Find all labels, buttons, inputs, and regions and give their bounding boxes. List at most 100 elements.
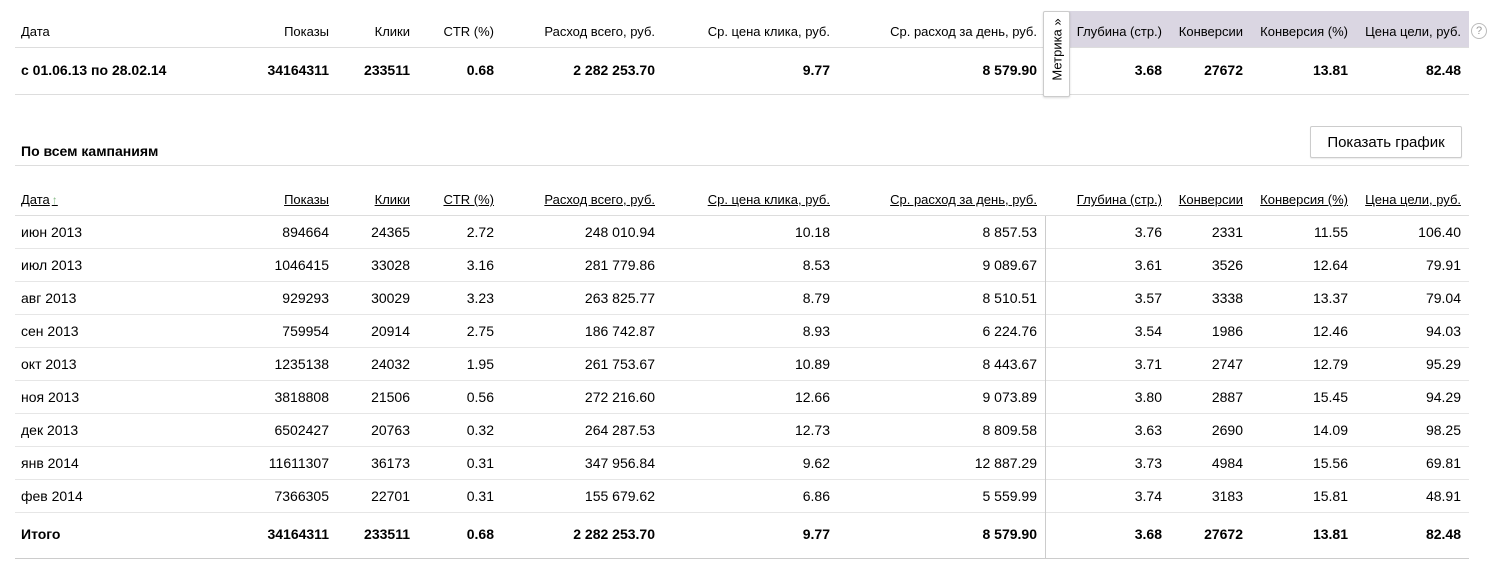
total-impressions: 34164311	[267, 526, 329, 542]
summary-header-depth: Глубина (стр.)	[1076, 24, 1162, 39]
row-1-spend-total: 281 779.86	[584, 257, 655, 273]
column-header-goal-price[interactable]: Цена цели, руб.	[1365, 192, 1461, 207]
column-header-avg-daily-spend[interactable]: Ср. расход за день, руб.	[890, 192, 1037, 207]
row-4-spend-total: 261 753.67	[584, 356, 655, 372]
total-avg-daily-spend: 8 579.90	[982, 526, 1038, 542]
summary-cell-ctr: 0.68	[466, 62, 494, 78]
row-2-goal-price: 79.04	[1425, 290, 1461, 306]
row-0-clicks: 24365	[371, 224, 410, 240]
summary-header-ctr: CTR (%)	[443, 24, 494, 39]
column-header-spend-total[interactable]: Расход всего, руб.	[544, 192, 655, 207]
column-header-date-label: Дата	[21, 192, 50, 207]
column-header-avg-click-price[interactable]: Ср. цена клика, руб.	[707, 192, 830, 207]
row-3-clicks: 20914	[371, 323, 410, 339]
row-3-date: сен 2013	[21, 323, 79, 339]
row-2-avg-click-price: 8.79	[802, 290, 830, 306]
total-clicks: 233511	[364, 526, 410, 542]
row-2-conversions: 3338	[1211, 290, 1243, 306]
help-icon[interactable]: ?	[1471, 23, 1487, 39]
summary-header-avg-daily-spend: Ср. расход за день, руб.	[890, 24, 1037, 39]
row-divider	[15, 248, 1469, 249]
row-7-goal-price: 69.81	[1425, 455, 1461, 471]
row-8-goal-price: 48.91	[1425, 488, 1461, 504]
row-5-conversions: 2887	[1211, 389, 1243, 405]
row-7-ctr: 0.31	[466, 455, 494, 471]
summary-cell-spend-total: 2 282 253.70	[573, 62, 655, 78]
row-2-avg-daily-spend: 8 510.51	[982, 290, 1038, 306]
column-header-date[interactable]: Дата ↑	[21, 192, 58, 207]
row-8-impressions: 7366305	[274, 488, 329, 504]
column-header-impressions[interactable]: Показы	[284, 192, 329, 207]
row-6-conversions: 2690	[1211, 422, 1243, 438]
row-divider	[15, 413, 1469, 414]
summary-cell-depth: 3.68	[1134, 62, 1162, 78]
metrika-tab[interactable]: Метрика »	[1043, 11, 1070, 97]
summary-cell-avg-daily-spend: 8 579.90	[982, 62, 1038, 78]
row-6-avg-click-price: 12.73	[794, 422, 830, 438]
row-1-date: июл 2013	[21, 257, 83, 273]
total-depth: 3.68	[1134, 526, 1162, 542]
row-3-conversion-rate: 12.46	[1312, 323, 1348, 339]
row-0-date: июн 2013	[21, 224, 83, 240]
summary-cell-clicks: 233511	[364, 62, 410, 78]
row-6-ctr: 0.32	[466, 422, 494, 438]
summary-header-spend-total: Расход всего, руб.	[544, 24, 655, 39]
summary-cell-conversion-rate: 13.81	[1312, 62, 1348, 78]
metrika-column-separator	[1045, 216, 1046, 558]
summary-header-avg-click-price: Ср. цена клика, руб.	[707, 24, 830, 39]
summary-header-conversion-rate: Конверсия (%)	[1260, 24, 1348, 39]
total-ctr: 0.68	[466, 526, 494, 542]
row-1-impressions: 1046415	[274, 257, 329, 273]
summary-header-divider	[15, 47, 1469, 48]
row-3-spend-total: 186 742.87	[584, 323, 655, 339]
column-header-depth[interactable]: Глубина (стр.)	[1076, 192, 1162, 207]
row-0-avg-daily-spend: 8 857.53	[982, 224, 1038, 240]
metrika-tab-label: Метрика »	[1049, 18, 1065, 81]
row-4-goal-price: 95.29	[1425, 356, 1461, 372]
row-6-impressions: 6502427	[274, 422, 329, 438]
column-header-conversion-rate[interactable]: Конверсия (%)	[1260, 192, 1348, 207]
row-1-goal-price: 79.91	[1425, 257, 1461, 273]
show-chart-button[interactable]: Показать график	[1310, 126, 1462, 158]
row-1-avg-daily-spend: 9 089.67	[982, 257, 1038, 273]
row-7-clicks: 36173	[371, 455, 410, 471]
column-header-conversions[interactable]: Конверсии	[1178, 192, 1243, 207]
summary-header-date: Дата	[21, 24, 50, 39]
row-5-avg-daily-spend: 9 073.89	[982, 389, 1038, 405]
table-header-divider	[15, 215, 1469, 216]
row-3-conversions: 1986	[1211, 323, 1243, 339]
row-1-conversions: 3526	[1211, 257, 1243, 273]
table-bottom-divider	[15, 558, 1469, 559]
row-8-avg-click-price: 6.86	[802, 488, 830, 504]
row-8-clicks: 22701	[371, 488, 410, 504]
row-8-depth: 3.74	[1134, 488, 1162, 504]
row-1-clicks: 33028	[371, 257, 410, 273]
summary-cell-conversions: 27672	[1204, 62, 1243, 78]
row-divider	[15, 281, 1469, 282]
row-0-impressions: 894664	[282, 224, 329, 240]
row-4-date: окт 2013	[21, 356, 77, 372]
column-header-clicks[interactable]: Клики	[374, 192, 410, 207]
row-divider	[15, 314, 1469, 315]
total-goal-price: 82.48	[1425, 526, 1461, 542]
row-5-impressions: 3818808	[274, 389, 329, 405]
row-0-avg-click-price: 10.18	[794, 224, 830, 240]
row-0-conversions: 2331	[1211, 224, 1243, 240]
row-5-depth: 3.80	[1134, 389, 1162, 405]
row-4-conversion-rate: 12.79	[1312, 356, 1348, 372]
row-0-ctr: 2.72	[466, 224, 494, 240]
row-6-spend-total: 264 287.53	[584, 422, 655, 438]
row-8-conversions: 3183	[1211, 488, 1243, 504]
row-8-date: фев 2014	[21, 488, 83, 504]
row-5-date: ноя 2013	[21, 389, 80, 405]
row-0-goal-price: 106.40	[1418, 224, 1461, 240]
row-2-spend-total: 263 825.77	[584, 290, 655, 306]
summary-header-goal-price: Цена цели, руб.	[1365, 24, 1461, 39]
row-4-depth: 3.71	[1134, 356, 1162, 372]
row-4-ctr: 1.95	[466, 356, 494, 372]
row-4-avg-click-price: 10.89	[794, 356, 830, 372]
row-3-ctr: 2.75	[466, 323, 494, 339]
total-date: Итого	[21, 526, 61, 542]
column-header-ctr[interactable]: CTR (%)	[443, 192, 494, 207]
total-spend-total: 2 282 253.70	[573, 526, 655, 542]
